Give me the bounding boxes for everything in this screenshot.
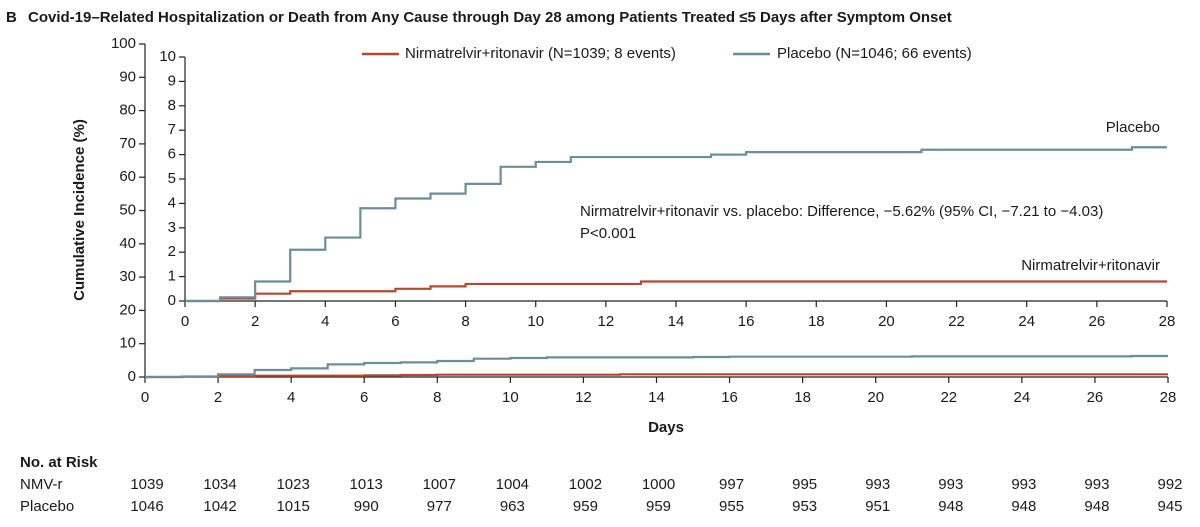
risk-row-label: Placebo [20,498,74,515]
risk-value: 948 [938,498,963,515]
annotation: Nirmatrelvir+ritonavir vs. placebo: Diff… [580,203,1103,220]
y-tick-label: 10 [159,48,176,65]
y-tick-label: 2 [168,243,176,260]
y-tick-label: 7 [168,121,176,138]
y-tick-label: 0 [168,292,176,309]
y-tick-label: 9 [168,72,176,89]
x-tick-label: 26 [1089,313,1106,330]
y-tick-label: 100 [111,35,136,52]
x-tick-label: 6 [391,313,399,330]
risk-value: 990 [354,498,379,515]
risk-value: 993 [938,476,963,493]
x-tick-label: 8 [461,313,469,330]
series-line [185,146,1167,303]
x-tick-label: 12 [575,389,592,406]
x-tick-label: 18 [808,313,825,330]
x-tick-label: 10 [527,313,544,330]
x-tick-label: 22 [940,389,957,406]
risk-value: 1004 [496,476,529,493]
risk-value: 993 [865,476,890,493]
x-tick-label: 2 [214,389,222,406]
series-line [145,354,1168,379]
risk-value: 1015 [276,498,309,515]
y-tick-label: 4 [168,194,176,211]
y-tick-label: 80 [119,102,136,119]
y-tick-label: 6 [168,146,176,163]
x-tick-label: 4 [287,389,295,406]
series-line [185,280,1167,303]
risk-value: 951 [865,498,890,515]
x-tick-label: 0 [141,389,149,406]
y-tick-label: 20 [119,301,136,318]
risk-value: 1013 [350,476,383,493]
risk-value: 1039 [130,476,163,493]
x-tick-label: 16 [738,313,755,330]
risk-value: 1034 [203,476,236,493]
x-tick-label: 20 [878,313,895,330]
risk-value: 992 [1157,476,1182,493]
x-tick-label: 26 [1087,389,1104,406]
annotation: Nirmatrelvir+ritonavir [1021,257,1160,274]
risk-value: 1007 [423,476,456,493]
risk-value: 977 [427,498,452,515]
x-tick-label: 18 [794,389,811,406]
risk-value: 963 [500,498,525,515]
annotation: Placebo [1106,119,1160,136]
risk-table-title: No. at Risk [20,454,98,471]
y-tick-label: 5 [168,170,176,187]
risk-value: 948 [1084,498,1109,515]
y-tick-label: 30 [119,268,136,285]
x-tick-label: 28 [1160,389,1177,406]
x-tick-label: 28 [1159,313,1176,330]
y-tick-label: 1 [168,268,176,285]
y-axis-label: Cumulative Incidence (%) [71,119,88,301]
x-axis-label: Days [648,419,684,436]
risk-value: 997 [719,476,744,493]
x-tick-label: 2 [251,313,259,330]
risk-value: 959 [646,498,671,515]
x-tick-label: 14 [668,313,685,330]
legend-label: Placebo (N=1046; 66 events) [777,45,972,62]
risk-value: 955 [719,498,744,515]
risk-value: 948 [1011,498,1036,515]
risk-value: 1002 [569,476,602,493]
y-tick-label: 50 [119,201,136,218]
y-tick-label: 0 [128,368,136,385]
risk-value: 945 [1157,498,1182,515]
risk-value: 1000 [642,476,675,493]
legend-label: Nirmatrelvir+ritonavir (N=1039; 8 events… [405,45,676,62]
x-tick-label: 22 [948,313,965,330]
risk-value: 1042 [203,498,236,515]
x-tick-label: 10 [502,389,519,406]
risk-value: 959 [573,498,598,515]
y-tick-label: 8 [168,97,176,114]
x-tick-label: 24 [1014,389,1031,406]
x-tick-label: 20 [867,389,884,406]
x-tick-label: 0 [181,313,189,330]
x-tick-label: 4 [321,313,329,330]
y-tick-label: 60 [119,168,136,185]
risk-value: 993 [1084,476,1109,493]
y-tick-label: 70 [119,135,136,152]
y-tick-label: 10 [119,335,136,352]
chart-title: Covid-19–Related Hospitalization or Deat… [28,9,952,26]
y-tick-label: 90 [119,68,136,85]
y-tick-label: 3 [168,219,176,236]
risk-row-label: NMV-r [20,476,63,493]
x-tick-label: 12 [598,313,615,330]
annotation: P<0.001 [580,225,636,242]
risk-value: 1023 [276,476,309,493]
risk-value: 993 [1011,476,1036,493]
risk-value: 995 [792,476,817,493]
x-tick-label: 14 [648,389,665,406]
x-tick-label: 16 [721,389,738,406]
y-tick-label: 40 [119,235,136,252]
risk-value: 1046 [130,498,163,515]
x-tick-label: 24 [1018,313,1035,330]
x-tick-label: 6 [360,389,368,406]
panel-label: B [6,9,17,26]
risk-value: 953 [792,498,817,515]
x-tick-label: 8 [433,389,441,406]
